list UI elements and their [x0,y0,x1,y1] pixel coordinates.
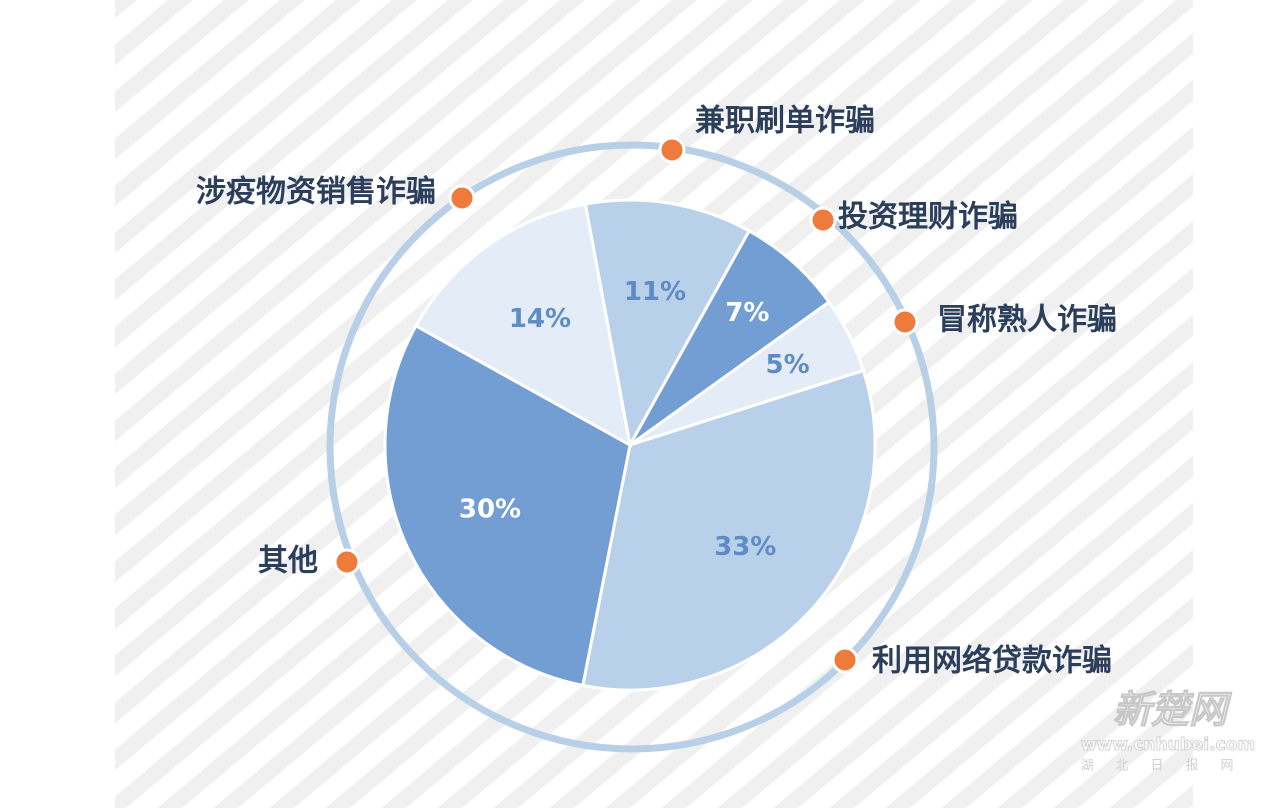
category-label: 利用网络贷款诈骗 [872,644,1112,679]
label-dot [809,206,837,234]
slice-label: 14% [509,304,571,334]
slice-label: 30% [459,494,521,524]
label-dot [658,136,686,164]
label-dot [333,548,361,576]
pie-slice [583,198,752,450]
slice-label: 11% [624,277,686,307]
pie-slice [628,228,832,447]
pie-slice [413,202,633,448]
watermark: www.cnhubei.com [1081,735,1255,755]
category-label: 其他 [258,544,318,579]
label-dot [831,646,859,674]
watermark: 新楚网 [1113,688,1232,732]
outer-ring [326,141,938,753]
label-dot [891,308,919,336]
slice-label: 5% [766,350,810,380]
category-label: 冒称熟人诈骗 [937,303,1117,338]
category-label: 兼职刷单诈骗 [695,104,875,139]
pie-slice [383,323,632,688]
slice-label: 7% [725,298,769,328]
category-label: 投资理财诈骗 [838,200,1018,235]
label-dot [448,184,476,212]
watermark: 湖北日报网 [1080,759,1255,774]
category-label: 涉疫物资销售诈骗 [196,175,436,210]
pie-slice [581,368,877,692]
slice-label: 33% [714,532,776,562]
